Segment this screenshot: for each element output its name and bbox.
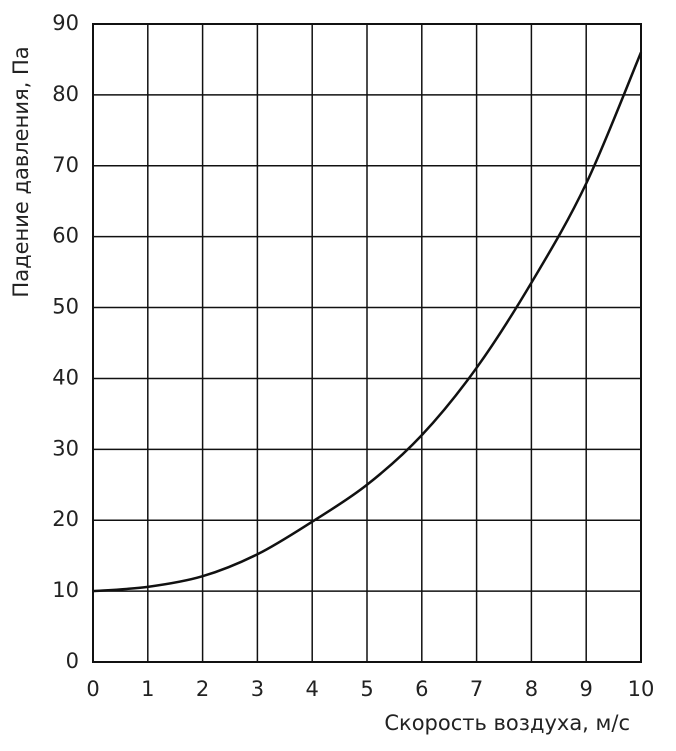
y-tick-label: 0 [66, 649, 79, 673]
y-tick-label: 20 [52, 507, 79, 531]
x-tick-label: 9 [580, 677, 593, 701]
y-tick-label: 90 [52, 11, 79, 35]
y-tick-label: 80 [52, 82, 79, 106]
x-tick-label: 8 [525, 677, 538, 701]
y-tick-label: 30 [52, 436, 79, 460]
x-tick-label: 0 [86, 677, 99, 701]
y-tick-label: 70 [52, 153, 79, 177]
y-tick-label: 40 [52, 365, 79, 389]
x-axis-label: Скорость воздуха, м/с [384, 711, 630, 735]
y-tick-label: 50 [52, 295, 79, 319]
x-tick-label: 5 [360, 677, 373, 701]
y-tick-label: 60 [52, 224, 79, 248]
x-tick-label: 6 [415, 677, 428, 701]
x-tick-label: 1 [141, 677, 154, 701]
y-axis-label: Падение давления, Па [9, 46, 33, 297]
x-tick-label: 4 [306, 677, 319, 701]
x-tick-label: 2 [196, 677, 209, 701]
plot-frame [92, 23, 642, 663]
x-tick-label: 3 [251, 677, 264, 701]
curve [92, 51, 643, 593]
x-tick-label: 7 [470, 677, 483, 701]
x-tick-label: 10 [628, 677, 655, 701]
y-tick-label: 10 [52, 578, 79, 602]
